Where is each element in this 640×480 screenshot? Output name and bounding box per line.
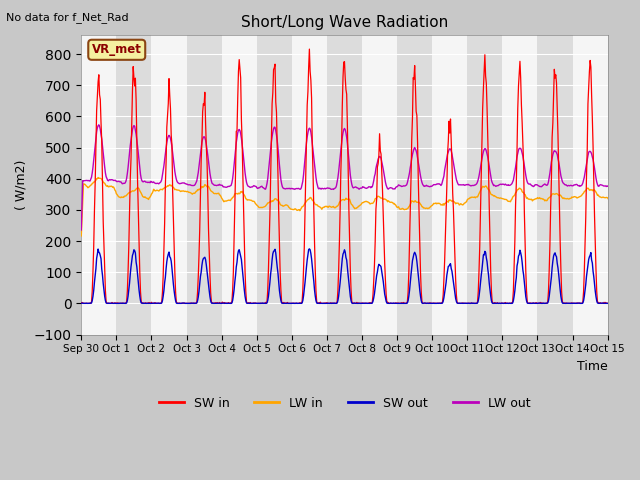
Bar [327,36,362,335]
Text: VR_met: VR_met [92,43,141,56]
Bar [186,36,221,335]
Bar [538,36,573,335]
Y-axis label: ( W/m2): ( W/m2) [15,160,28,210]
Title: Short/Long Wave Radiation: Short/Long Wave Radiation [241,15,448,30]
Bar [257,36,292,335]
Legend: SW in, LW in, SW out, LW out: SW in, LW in, SW out, LW out [154,392,535,415]
X-axis label: Time: Time [577,360,608,373]
Bar [397,36,432,335]
Bar [116,36,152,335]
Text: No data for f_Net_Rad: No data for f_Net_Rad [6,12,129,23]
Bar [467,36,502,335]
